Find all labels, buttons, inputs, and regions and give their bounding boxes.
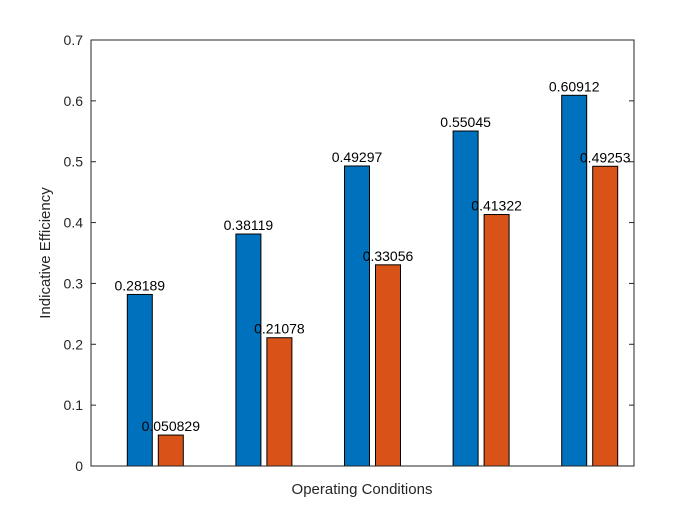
axes-box: [90, 39, 635, 467]
bar-series1-3: [344, 165, 370, 467]
x-axis-label: Operating Conditions: [292, 481, 433, 498]
y-tick-label: 0.1: [64, 397, 84, 413]
y-tick-label: 0.6: [64, 93, 84, 109]
data-label-series1-4: 0.55045: [440, 114, 491, 130]
data-label-series1-1: 0.28189: [114, 277, 165, 293]
bar-series2-5: [592, 165, 619, 467]
y-tick-label: 0.4: [64, 215, 84, 231]
data-label-series1-5: 0.60912: [549, 78, 600, 94]
bar-series2-1: [157, 434, 184, 467]
data-labels-layer: 0.28189 0.38119 0.49297 0.55045 0.60912 0.050…: [114, 78, 630, 434]
data-label-series2-5: 0.49253: [580, 149, 631, 165]
bar-series1-2: [235, 233, 262, 467]
y-tick-label: 0.7: [64, 32, 84, 48]
data-label-series2-2: 0.21078: [254, 321, 305, 337]
y-tick-label: 0: [75, 458, 83, 474]
y-tick-label: 0.5: [64, 154, 84, 170]
data-label-series1-3: 0.49297: [332, 149, 383, 165]
bar-series2-2: [266, 337, 293, 467]
bars-layer: [126, 94, 619, 467]
y-tick-label: 0.2: [64, 336, 84, 352]
data-label-series1-2: 0.38119: [224, 217, 274, 233]
y-tick-label: 0.3: [64, 275, 84, 291]
bar-series2-4: [483, 214, 510, 467]
bar-series2-3: [375, 264, 401, 467]
data-label-series2-1: 0.050829: [142, 418, 201, 434]
bar-series1-1: [126, 293, 153, 467]
data-label-series2-3: 0.33056: [363, 248, 414, 264]
ticks-layer: 0 0.1 0.2 0.3 0.4 0.5 0.6 0.7: [64, 32, 634, 474]
y-axis-label: Indicative Efficiency: [37, 187, 54, 319]
bar-series1-4: [452, 130, 479, 467]
data-label-series2-4: 0.41322: [471, 198, 522, 214]
